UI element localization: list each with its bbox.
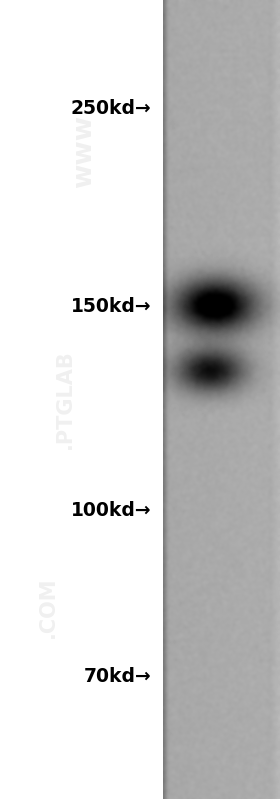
Text: .PTGLAB: .PTGLAB: [54, 350, 74, 449]
Text: .COM: .COM: [38, 577, 58, 638]
Text: www: www: [71, 115, 97, 189]
Text: 150kd→: 150kd→: [71, 297, 151, 316]
Text: 250kd→: 250kd→: [71, 98, 151, 117]
Text: 100kd→: 100kd→: [71, 502, 151, 520]
Text: 70kd→: 70kd→: [83, 666, 151, 686]
